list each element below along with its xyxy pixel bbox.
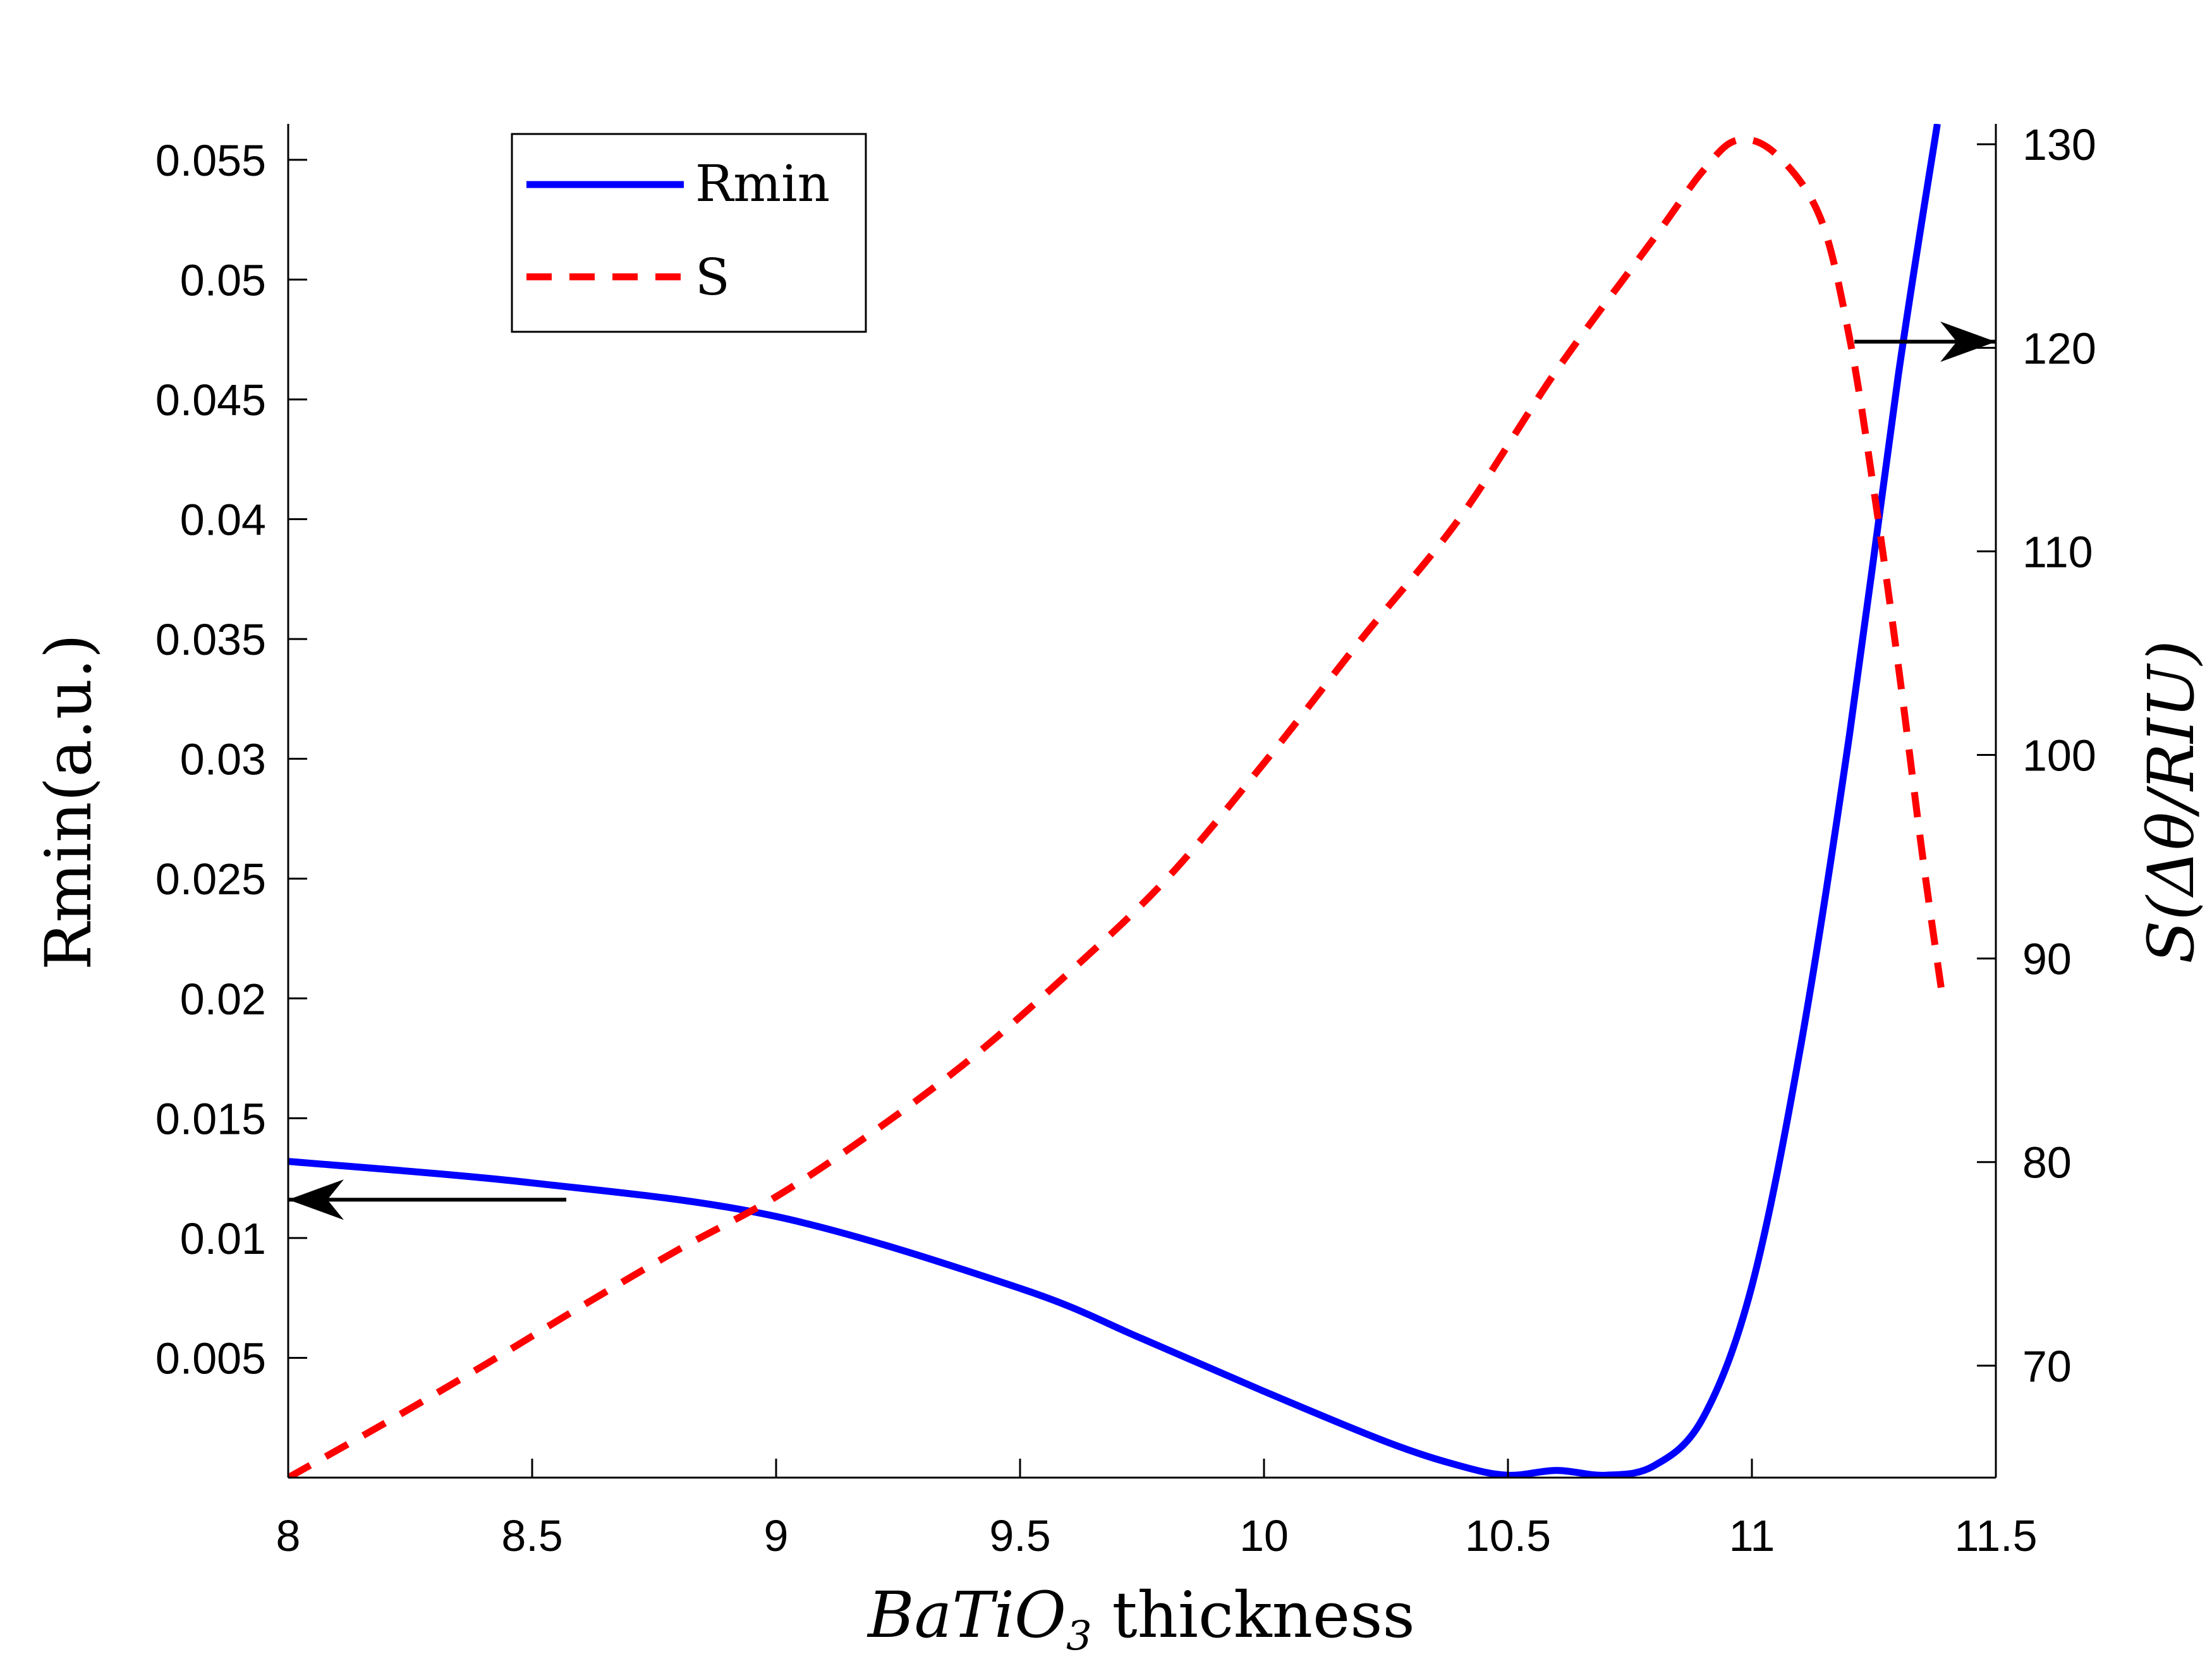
y-left-tick-label: 0.025 xyxy=(155,854,266,904)
y-left-tick-label: 0.005 xyxy=(155,1334,266,1383)
y-left-tick-label: 0.015 xyxy=(155,1094,266,1143)
x-axis-title-subscript: 3 xyxy=(1066,1613,1092,1659)
annotation-arrow-head-right xyxy=(1940,321,1996,362)
y-right-tick-label: 70 xyxy=(2022,1342,2072,1391)
x-tick-label: 11 xyxy=(1729,1511,1775,1560)
x-tick-label: 10 xyxy=(1239,1511,1289,1560)
x-tick-label: 9 xyxy=(764,1511,789,1560)
series-line-rmin xyxy=(288,124,1941,1478)
y-left-tick-label: 0.01 xyxy=(180,1214,266,1263)
x-axis-title: BaTiO3 thickness xyxy=(866,1578,1415,1659)
y-axis-left-title: Rmin(a.u.) xyxy=(32,634,106,970)
y-right-tick-label: 80 xyxy=(2022,1138,2072,1188)
y-right-tick-label: 100 xyxy=(2022,731,2096,781)
y-right-tick-label: 110 xyxy=(2022,527,2093,576)
plot-series xyxy=(288,124,1946,1478)
x-tick-label: 11.5 xyxy=(1954,1511,2037,1560)
y-left-tick-label: 0.055 xyxy=(155,136,266,185)
plot-annotations xyxy=(288,321,1996,1220)
x-tick-label: 10.5 xyxy=(1465,1511,1551,1560)
plot-axes xyxy=(287,124,1997,1479)
series-line-s xyxy=(288,136,1946,1478)
y-right-tick-label: 120 xyxy=(2022,324,2096,373)
y-left-tick-label: 0.03 xyxy=(180,735,266,784)
x-tick-label: 9.5 xyxy=(989,1511,1050,1560)
x-axis-title-rest: thickness xyxy=(1092,1578,1415,1652)
legend: Rmin S xyxy=(511,133,867,333)
y-left-tick-label: 0.035 xyxy=(155,615,266,664)
plot-ticks: 8 8.5 9 9.5 10 10.5 11 11.5 0.005 0.01 0.015 0.02 0.… xyxy=(155,120,2096,1560)
x-tick-label: 8.5 xyxy=(501,1511,562,1560)
y-left-tick-label: 0.02 xyxy=(180,975,266,1024)
legend-box xyxy=(511,133,867,333)
legend-label-rmin: Rmin xyxy=(695,154,830,213)
annotation-arrow-head-left xyxy=(288,1179,344,1220)
legend-label-s: S xyxy=(695,248,730,307)
y-axis-right-title: S(Δθ/RIU) xyxy=(2134,640,2208,964)
y-left-tick-label: 0.045 xyxy=(155,375,266,425)
y-right-tick-label: 130 xyxy=(2022,120,2096,169)
x-tick-label: 8 xyxy=(276,1511,301,1560)
y-left-tick-label: 0.04 xyxy=(180,495,266,545)
x-axis-title-italic: BaTiO xyxy=(866,1578,1066,1652)
y-right-tick-label: 90 xyxy=(2022,935,2072,984)
y-left-tick-label: 0.05 xyxy=(180,255,266,305)
